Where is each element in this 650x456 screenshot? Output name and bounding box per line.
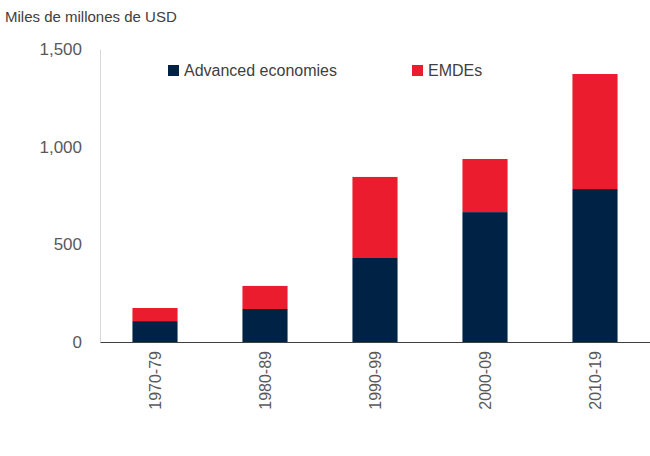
axis-line <box>100 50 101 343</box>
bars <box>132 74 617 342</box>
bar <box>242 309 287 342</box>
bar <box>132 308 177 321</box>
tick-label: 1,500 <box>39 40 82 59</box>
tick-label: 2000-09 <box>477 351 494 410</box>
bar <box>462 159 507 212</box>
tick: 500 <box>54 235 100 254</box>
legend: Advanced economies EMDEs <box>168 62 482 79</box>
series <box>132 74 617 321</box>
legend-label: EMDEs <box>428 62 482 79</box>
tick-label: 1970-79 <box>147 351 164 410</box>
legend-swatch <box>412 65 423 76</box>
tick: 1,500 <box>39 40 100 59</box>
bar <box>572 189 617 342</box>
bar <box>242 286 287 309</box>
tick-label: 500 <box>54 235 82 254</box>
tick: 1,000 <box>39 138 100 157</box>
tick: 2010-19 <box>587 342 604 410</box>
bar <box>352 258 397 342</box>
legend-swatch <box>168 65 179 76</box>
bar <box>352 177 397 258</box>
tick-label: 1,000 <box>39 138 82 157</box>
tick-label: 1990-99 <box>367 351 384 410</box>
axis-line <box>101 342 650 343</box>
bar <box>572 74 617 189</box>
tick: 1990-99 <box>367 342 384 410</box>
axis-title: Miles de millones de USD <box>5 8 177 25</box>
tick-label: 2010-19 <box>587 351 604 410</box>
legend-label: Advanced economies <box>184 62 337 79</box>
tick-label: 0 <box>73 333 82 352</box>
tick: 1980-89 <box>257 342 274 410</box>
bar <box>462 212 507 342</box>
plot: 0 500 1,000 1,500 1970-79 1980-89 1990-99 2000-… <box>39 40 650 410</box>
tick: 1970-79 <box>147 342 164 410</box>
y-axis: 0 500 1,000 1,500 <box>39 40 100 352</box>
tick: 0 <box>73 333 100 352</box>
bar <box>132 321 177 342</box>
tick-label: 1980-89 <box>257 351 274 410</box>
tick: 2000-09 <box>477 342 494 410</box>
x-axis: 1970-79 1980-89 1990-99 2000-09 2010-19 <box>101 342 650 410</box>
chart: 0 500 1,000 1,500 1970-79 1980-89 1990-99 2000-… <box>0 0 650 456</box>
